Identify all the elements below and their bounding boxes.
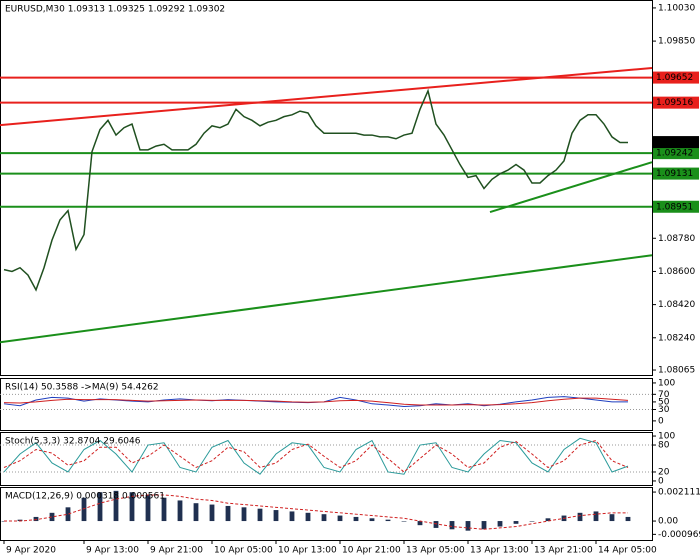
indicator-line [3,396,628,407]
y-tick-label: 1.08240 [658,333,695,343]
level-label: 1.09131 [656,169,693,179]
y-tick-label: 1.08600 [658,267,695,277]
panel-title: RSI(14) 50.3588 ->MA(9) 54.4262 [5,383,159,393]
level-label: 1.09516 [656,98,693,108]
level-label-box [653,71,699,84]
histogram-bar [257,508,263,522]
histogram-bar [417,521,423,526]
y-tick-label: 100 [658,378,675,388]
histogram-bar [353,516,359,522]
y-tick-label: 20 [658,467,670,477]
histogram-bar [385,519,391,522]
histogram-bar [529,521,535,522]
x-tick-label: 9 Apr 21:00 [150,546,203,556]
y-tick-label: 30 [658,405,670,415]
histogram-bar [401,521,407,522]
y-tick-label: 50 [658,397,670,407]
histogram-bar [433,521,439,528]
price-line [3,88,628,292]
histogram-bar [225,505,231,522]
x-tick-label: 10 Apr 05:00 [214,546,273,556]
level-label: 1.09652 [656,73,693,83]
panel-frame [0,432,653,486]
last-price-box [653,136,699,149]
y-tick-label: 0.002111 [658,488,700,498]
histogram-bar [177,500,183,522]
histogram-bar [209,504,215,522]
x-tick-label: 10 Apr 21:00 [342,546,401,556]
histogram-bar [145,494,151,522]
histogram-bar [17,519,23,522]
y-tick-label: 1.08420 [658,300,695,310]
y-tick-label: -0.000969 [658,530,700,540]
histogram-bar [465,521,471,531]
histogram-bar [193,503,199,522]
trend-line [0,67,653,127]
histogram-bar [97,492,103,522]
histogram-bar [129,492,135,522]
level-label: 1.08951 [656,202,693,212]
histogram-bar [449,521,455,530]
panel-title: MACD(12,26,9) 0.000318 0.000561 [5,492,165,502]
panel-title: Stoch(5,3,3) 32.8704 29.6046 [5,437,141,447]
y-tick-label: 1.09850 [658,37,695,47]
panel-frame [0,0,653,376]
level-label-box [653,96,699,109]
panel-frame [0,378,653,431]
y-tick-label: 70 [658,390,670,400]
level-label-box [653,167,699,180]
histogram-bar [593,511,599,522]
y-tick-label: 0 [658,416,664,426]
x-tick-label: 14 Apr 05:00 [598,546,657,556]
level-label: 1.09242 [656,149,693,159]
histogram-bar [81,497,87,522]
x-tick-label: 10 Apr 13:00 [278,546,337,556]
histogram-bar [49,512,55,522]
histogram-bar [65,507,71,522]
histogram-bar [289,511,295,522]
y-tick-label: 0 [658,476,664,486]
level-label-box [653,147,699,160]
trend-line [489,161,653,214]
histogram-bar [241,507,247,522]
histogram-bar [273,510,279,522]
histogram-bar [161,497,167,522]
histogram-bar [481,521,487,530]
panel-frame [0,487,653,541]
y-tick-label: 1.10030 [658,3,695,13]
histogram-bar [113,490,119,522]
histogram-bar [321,514,327,522]
y-tick-label: 100 [658,432,675,442]
indicator-line [3,439,629,473]
histogram-bar [369,518,375,522]
y-tick-label: 1.08065 [658,366,695,376]
last-price-label: 1.09302 [656,138,693,148]
indicator-line [3,437,629,475]
x-tick-label: 13 Apr 13:00 [470,546,529,556]
y-tick-label: 80 [658,441,670,451]
indicator-line [4,494,628,530]
histogram-bar [497,521,503,527]
histogram-bar [545,518,551,522]
histogram-bar [625,516,631,522]
panel-title: EURUSD,M30 1.09313 1.09325 1.09292 1.093… [5,5,225,15]
y-tick-label: 0.00 [658,517,678,527]
level-label-box [653,200,699,213]
x-tick-label: 9 Apr 2020 [6,546,56,556]
x-tick-label: 13 Apr 05:00 [406,546,465,556]
y-tick-label: 1.08780 [658,234,695,244]
histogram-bar [33,516,39,522]
histogram-bar [577,512,583,522]
x-tick-label: 13 Apr 21:00 [534,546,593,556]
x-tick-label: 9 Apr 13:00 [86,546,139,556]
histogram-bar [609,514,615,522]
indicator-line [3,397,629,406]
histogram-bar [337,515,343,522]
histogram-bar [305,512,311,522]
histogram-bar [513,521,519,524]
trend-line [0,254,653,344]
